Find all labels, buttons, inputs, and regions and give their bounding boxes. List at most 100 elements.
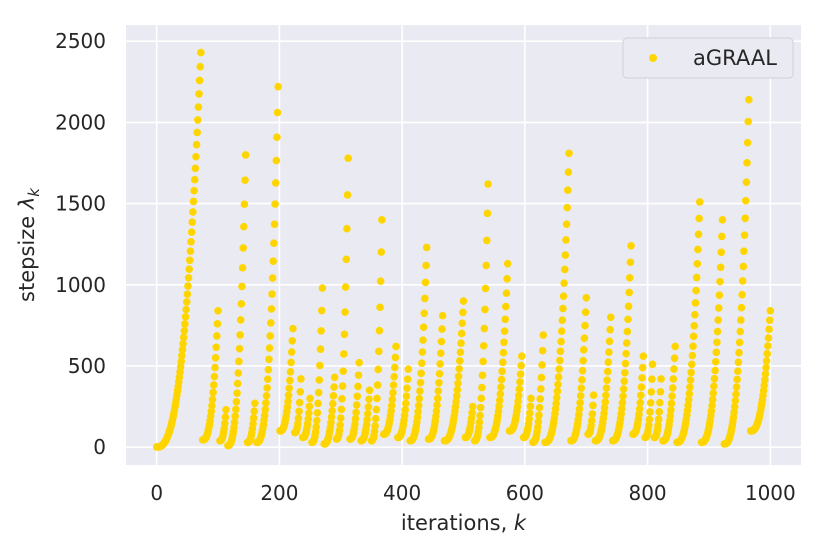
data-point — [230, 418, 239, 426]
data-point — [516, 378, 524, 386]
data-point — [285, 384, 294, 393]
data-point — [760, 381, 768, 390]
data-point — [416, 378, 425, 387]
data-point — [737, 303, 746, 312]
data-point — [232, 405, 240, 414]
data-point — [622, 349, 630, 358]
data-point — [236, 316, 245, 324]
data-point — [178, 351, 186, 360]
data-point — [736, 327, 745, 336]
data-point — [535, 403, 544, 412]
data-point — [456, 357, 464, 365]
data-point — [619, 385, 628, 393]
data-point — [686, 383, 694, 391]
data-point — [373, 381, 382, 389]
data-point — [741, 196, 750, 205]
data-point — [262, 399, 270, 407]
x-axis-label: iterations, k — [401, 511, 527, 535]
data-point — [263, 384, 271, 392]
data-point — [187, 237, 195, 246]
x-tick-label: 200 — [260, 481, 298, 505]
data-point — [765, 325, 773, 334]
data-point — [601, 398, 610, 406]
data-point — [621, 359, 630, 368]
data-point — [389, 381, 398, 389]
data-point — [190, 175, 199, 184]
data-point — [476, 403, 485, 412]
data-point — [657, 375, 665, 383]
data-point — [554, 380, 562, 389]
data-point — [181, 320, 189, 328]
data-point — [477, 394, 486, 403]
data-point — [436, 349, 445, 358]
data-point — [239, 244, 248, 252]
data-point — [762, 363, 770, 372]
data-point — [712, 348, 721, 357]
data-point — [376, 303, 384, 312]
data-point — [735, 348, 743, 357]
data-point — [418, 348, 427, 356]
data-point — [670, 354, 679, 363]
data-point — [189, 208, 197, 216]
data-point — [635, 405, 644, 413]
data-point — [498, 358, 507, 367]
data-point — [194, 103, 203, 111]
data-point — [526, 402, 535, 411]
data-point — [236, 331, 244, 339]
data-point — [250, 407, 259, 415]
data-point — [288, 337, 297, 345]
data-point — [420, 309, 429, 318]
data-point — [211, 354, 220, 362]
data-point — [375, 347, 383, 356]
data-point — [457, 329, 466, 338]
data-point — [717, 248, 726, 257]
data-point — [370, 427, 379, 436]
data-point — [537, 373, 546, 382]
data-point — [496, 390, 505, 398]
x-tick-labels: 0 200 400 600 800 1000 — [150, 481, 795, 505]
data-point — [766, 306, 775, 315]
legend-marker — [649, 54, 657, 62]
data-point — [186, 256, 194, 265]
data-point — [514, 391, 523, 400]
data-point — [235, 344, 244, 353]
data-point — [208, 395, 217, 404]
data-point — [421, 278, 430, 287]
data-point — [341, 283, 350, 291]
data-point — [328, 406, 336, 415]
data-point — [289, 324, 297, 333]
data-point — [268, 290, 276, 298]
y-axis-label: stepsize λk — [15, 187, 43, 302]
data-point — [421, 294, 429, 303]
data-point — [416, 387, 424, 395]
data-point — [364, 403, 373, 411]
data-point — [740, 231, 749, 239]
data-point — [668, 392, 676, 400]
data-point — [457, 339, 465, 347]
data-point — [742, 178, 751, 186]
data-point — [502, 302, 510, 311]
data-point — [438, 311, 447, 320]
data-point — [272, 156, 281, 165]
data-point — [403, 375, 412, 383]
data-point — [645, 421, 653, 430]
data-point — [745, 95, 753, 104]
data-point — [762, 357, 771, 365]
data-point — [740, 247, 748, 256]
data-point — [711, 357, 720, 366]
x-tick-label: 0 — [150, 481, 163, 505]
data-point — [556, 347, 565, 356]
data-point — [648, 360, 657, 369]
data-point — [589, 401, 597, 410]
data-point — [387, 401, 396, 410]
data-point — [241, 176, 249, 185]
data-point — [468, 408, 476, 417]
data-point — [656, 398, 664, 407]
data-point — [231, 412, 240, 421]
data-point — [686, 376, 695, 384]
data-point — [188, 218, 197, 226]
data-point — [525, 409, 534, 417]
data-point — [534, 417, 543, 426]
data-point — [715, 291, 724, 299]
